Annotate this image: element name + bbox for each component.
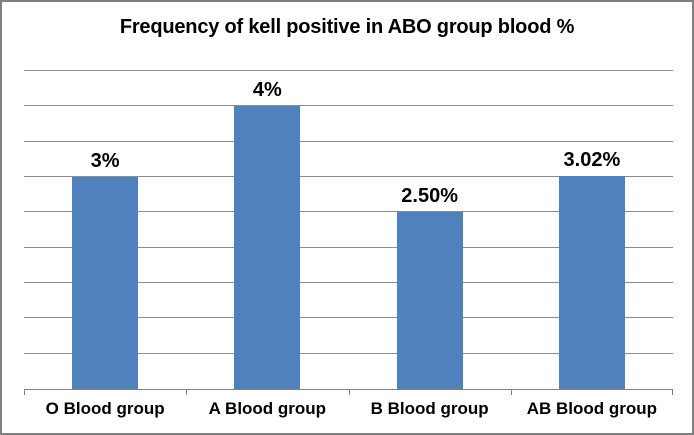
- bar: [396, 212, 463, 389]
- x-axis-tick: [672, 389, 673, 395]
- x-axis-tick: [186, 389, 188, 395]
- gridline: [24, 176, 673, 177]
- x-axis-tick: [24, 389, 25, 395]
- bar-value-label: 4%: [252, 79, 282, 102]
- gridline: [24, 317, 673, 319]
- x-axis-tick: [510, 389, 512, 395]
- x-axis-label: O Blood group: [45, 399, 165, 418]
- bar-group: 4%: [186, 71, 348, 389]
- x-axis-line: [24, 389, 673, 395]
- bar-value-label: 2.50%: [401, 185, 458, 208]
- x-axis-label: B Blood group: [370, 399, 489, 418]
- x-axis-label: AB Blood group: [526, 399, 658, 418]
- gridline: [24, 211, 673, 213]
- bar-group: 3.02%: [511, 71, 673, 389]
- gridline: [24, 352, 673, 354]
- chart-title: Frequency of kell positive in ABO group …: [119, 16, 575, 38]
- gridline: [24, 140, 673, 142]
- x-axis-tick: [348, 389, 350, 395]
- bar: [234, 106, 301, 389]
- gridline: [24, 70, 673, 71]
- bar-value-label: 3%: [90, 150, 120, 172]
- x-axis-labels: O Blood group A Blood group B Blood group A…: [24, 399, 673, 419]
- gridline: [24, 105, 673, 107]
- gridline: [24, 282, 673, 283]
- bar-group: 2.50%: [349, 71, 511, 389]
- bar: [72, 177, 139, 389]
- gridline: [24, 246, 673, 248]
- plot-area: 3% 4% 2.50% 3.02%: [24, 70, 673, 389]
- x-axis-label: A Blood group: [208, 399, 327, 418]
- bar-group: 3%: [24, 71, 186, 389]
- bar-value-label: 3.02%: [563, 148, 621, 171]
- gridlines: [24, 70, 673, 389]
- bar: [558, 175, 625, 389]
- bars-container: 3% 4% 2.50% 3.02%: [24, 71, 673, 389]
